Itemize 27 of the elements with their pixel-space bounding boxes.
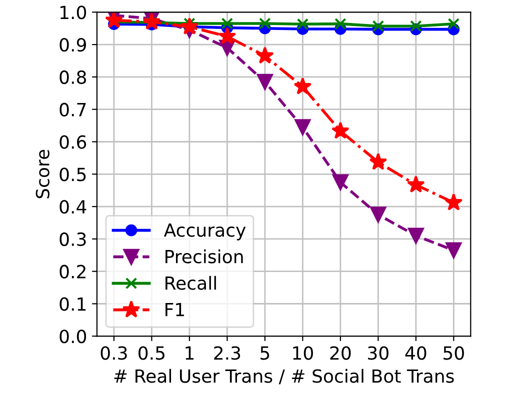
x-tick-label: 0.5 <box>138 346 164 360</box>
y-tick-label: 1.0 <box>60 6 86 20</box>
x-tick-label: 10 <box>293 346 313 360</box>
y-tick-label: 0.3 <box>60 232 86 246</box>
x-tick-label: 30 <box>368 346 388 360</box>
x-tick-label: 2.3 <box>214 346 240 360</box>
x-tick-label: 50 <box>444 346 464 360</box>
x-tick-label: 20 <box>330 346 351 360</box>
y-tick-label: 0.6 <box>60 135 86 149</box>
x-tick-label: 40 <box>405 346 426 360</box>
y-axis-title: Score <box>36 150 50 198</box>
legend-label: Precision <box>166 249 243 264</box>
y-tick-label: 0.5 <box>60 168 86 182</box>
y-tick-label: 0.4 <box>60 200 86 214</box>
y-tick-label: 0.9 <box>60 38 86 52</box>
x-axis-title: # Real User Trans / # Social Bot Trans <box>114 368 454 384</box>
y-tick-label: 0.2 <box>60 264 86 278</box>
x-tick-label: 0.3 <box>100 346 127 360</box>
x-tick-label: 1 <box>186 346 194 360</box>
x-tick-label: 5 <box>260 346 270 360</box>
legend-label: Accuracy <box>164 223 246 240</box>
legend-label: F1 <box>166 302 184 316</box>
y-tick-label: 0.7 <box>60 102 86 116</box>
y-tick-label: 0.1 <box>60 297 86 311</box>
y-tick-label: 0.0 <box>60 330 86 344</box>
y-tick-label: 0.8 <box>60 70 86 84</box>
legend-label: Recall <box>166 276 216 290</box>
